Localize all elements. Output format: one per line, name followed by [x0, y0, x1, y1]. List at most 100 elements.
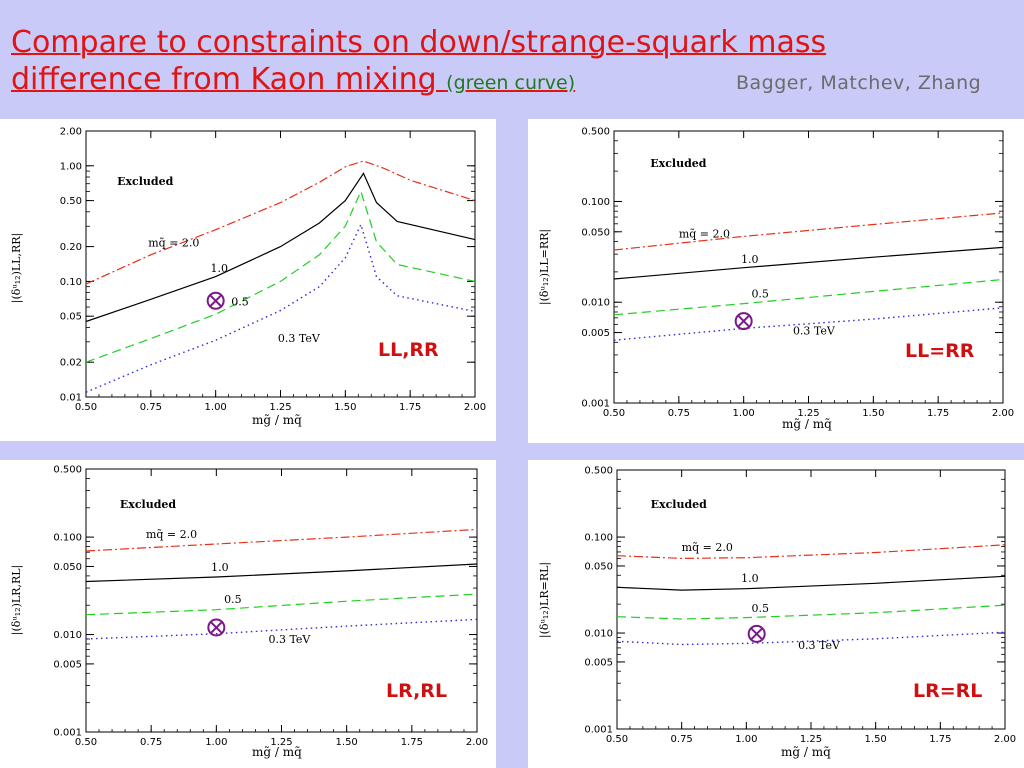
series-label: 0.5 [751, 287, 769, 300]
y-tick-label: 0.100 [581, 197, 610, 208]
series-line-1-0 [85, 563, 478, 583]
panel-label-lr-rl: LR,RL [386, 680, 448, 702]
x-tick-label: 1.50 [862, 408, 884, 419]
chart-lr-eq-rl: 0.50 0.75 1.00 1.25 1.50 1.75 2.00 0.500 0.100 0.… [538, 466, 1016, 760]
y-tick-label: 0.005 [581, 328, 610, 339]
series-line-0-5 [85, 593, 478, 616]
series-label: 0.3 TeV [793, 324, 836, 337]
y-tick-label: 0.001 [584, 725, 613, 736]
y-tick-label: 0.20 [60, 242, 82, 253]
y-tick-label: 0.500 [581, 127, 610, 138]
x-axis-label: mg̃ / mq̃ [782, 417, 832, 431]
y-tick-label: 0.001 [581, 399, 610, 410]
x-tick-label: 1.50 [865, 734, 887, 745]
title-note: (green curve) [446, 72, 576, 94]
excluded-annotation: Excluded [117, 175, 174, 188]
y-tick-label: 0.050 [584, 561, 613, 572]
series-label: 1.0 [741, 253, 759, 266]
series-line-0-5 [616, 604, 1006, 620]
y-tick-label: 0.10 [60, 277, 82, 288]
x-tick-label: 0.50 [75, 737, 97, 748]
crossed-circle-marker [747, 624, 766, 643]
y-tick-label: 0.100 [53, 533, 82, 544]
x-tick-label: 0.75 [140, 402, 162, 413]
y-tick-label: 2.00 [60, 127, 82, 138]
x-axis-label: mg̃ / mq̃ [252, 745, 302, 759]
x-tick-label: 1.00 [205, 737, 227, 748]
crossed-circle-marker [734, 312, 753, 331]
series-label: 1.0 [210, 262, 228, 275]
x-tick-label: 1.00 [205, 402, 227, 413]
x-tick-label: 2.00 [464, 402, 486, 413]
series-label: mq̃ = 2.0 [682, 541, 733, 554]
series-label: mq̃ = 2.0 [679, 227, 730, 240]
series-line-0-3-tev [613, 307, 1004, 341]
x-tick-label: 1.25 [800, 734, 822, 745]
series-line-0-3-tev [85, 222, 476, 393]
chart-panel-ll-rr: 0.50 0.75 1.00 1.25 1.50 1.75 2.00 2.00 1.00 0.50… [0, 119, 496, 441]
x-axis-label: mg̃ / mq̃ [252, 413, 302, 427]
series-line-2-0 [85, 160, 476, 285]
x-tick-label: 1.50 [336, 737, 358, 748]
x-tick-label: 0.75 [140, 737, 162, 748]
series-label: 0.3 TeV [278, 332, 321, 345]
series-line-0-5 [85, 189, 476, 363]
y-tick-label: 0.500 [584, 466, 613, 477]
y-tick-label: 0.01 [60, 393, 82, 404]
x-tick-label: 0.50 [75, 402, 97, 413]
x-tick-label: 2.00 [992, 408, 1014, 419]
series-line-2-0 [616, 544, 1006, 560]
series-label: 0.3 TeV [268, 633, 311, 646]
chart-panel-ll-eq-rr: 0.50 0.75 1.00 1.25 1.50 1.75 2.00 0.500 0.100 0.… [528, 119, 1024, 443]
x-tick-label: 0.50 [606, 734, 628, 745]
series-label: 0.5 [231, 295, 249, 308]
title-line-1: Compare to constraints on down/strange-s… [11, 25, 827, 60]
x-tick-label: 0.75 [668, 408, 690, 419]
chart-ll-rr: 0.50 0.75 1.00 1.25 1.50 1.75 2.002.001.000.50… [10, 127, 486, 428]
excluded-annotation: Excluded [651, 498, 708, 511]
series-label: 0.5 [224, 593, 242, 606]
slide-title: Compare to constraints on down/strange-s… [11, 24, 1011, 102]
y-tick-label: 0.050 [53, 562, 82, 573]
x-tick-label: 1.75 [927, 408, 949, 419]
x-tick-label: 1.75 [399, 402, 421, 413]
author-credit: Bagger, Matchev, Zhang [736, 72, 982, 94]
excluded-annotation: Excluded [650, 157, 707, 170]
x-tick-label: 0.50 [603, 408, 625, 419]
series-line-2-0 [613, 212, 1004, 251]
x-tick-label: 2.00 [466, 737, 488, 748]
series-label: 0.3 TeV [798, 639, 841, 652]
title-line-2: difference from Kaon mixing (green curve… [11, 62, 575, 97]
series-label: 1.0 [741, 572, 759, 585]
crossed-circle-marker [206, 291, 225, 310]
x-tick-label: 1.00 [733, 408, 755, 419]
y-tick-label: 0.010 [53, 630, 82, 641]
x-tick-label: 1.00 [735, 734, 757, 745]
panel-label-ll-eq-rr: LL=RR [905, 340, 975, 362]
crossed-circle-marker [207, 618, 226, 637]
x-axis-label: mg̃ / mq̃ [781, 745, 831, 759]
plot-frame [613, 130, 1004, 404]
series-label: mq̃ = 2.0 [148, 237, 199, 250]
series-line-1-0 [85, 172, 476, 323]
x-tick-label: 1.75 [401, 737, 423, 748]
y-tick-label: 0.005 [53, 659, 82, 670]
series-label: mq̃ = 2.0 [146, 528, 197, 541]
y-tick-label: 0.010 [584, 629, 613, 640]
y-axis-label: |(δᵘ₁₂)LL=RR| [538, 229, 552, 305]
y-axis-label: |(δᵘ₁₂)LR=RL| [538, 562, 552, 638]
x-tick-label: 1.25 [797, 408, 819, 419]
series-label: 1.0 [211, 561, 229, 574]
series-line-1-0 [613, 246, 1004, 280]
x-tick-label: 1.25 [269, 402, 291, 413]
series-line-0-3-tev [85, 618, 478, 640]
x-tick-label: 2.00 [994, 734, 1016, 745]
x-tick-label: 1.75 [929, 734, 951, 745]
excluded-annotation: Excluded [120, 498, 177, 511]
y-tick-label: 0.100 [584, 533, 613, 544]
chart-lr-rl: 0.50 0.75 1.00 1.25 1.50 1.75 2.00 0.500 0.100 0.… [10, 465, 488, 760]
y-tick-label: 0.050 [581, 227, 610, 238]
y-tick-label: 0.02 [60, 358, 82, 369]
chart-panel-lr-eq-rl: 0.50 0.75 1.00 1.25 1.50 1.75 2.00 0.500 0.100 0.… [528, 460, 1024, 768]
y-tick-label: 1.00 [60, 161, 82, 172]
